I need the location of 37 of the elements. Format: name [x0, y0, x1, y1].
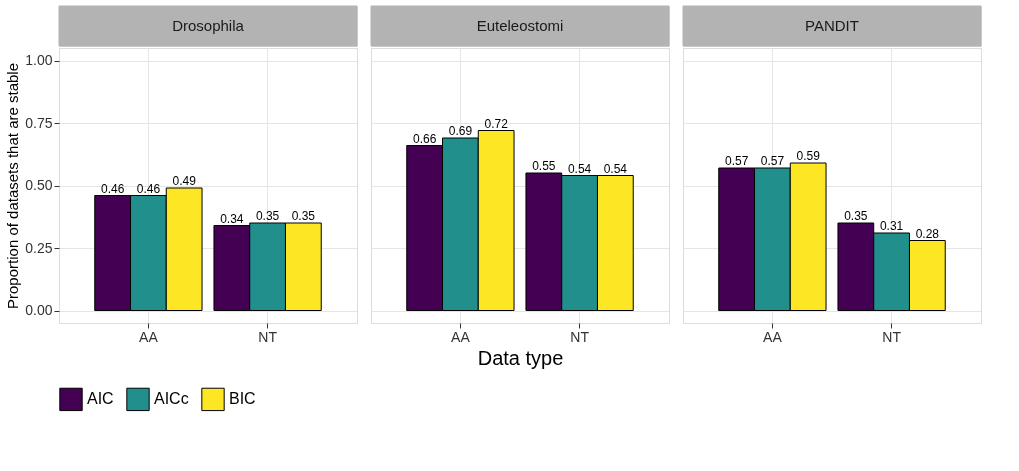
data-label: 0.46	[136, 181, 161, 196]
data-label: 0.57	[760, 154, 785, 168]
chart-title: Drosophila	[172, 17, 245, 34]
data-label: 0.31	[879, 219, 904, 233]
x-tick-label: AA	[451, 328, 471, 345]
legend-label: AIC	[87, 390, 114, 408]
legend-label: AICc	[154, 390, 189, 408]
x-tick-label: NT	[258, 328, 278, 345]
data-label: 0.46	[100, 181, 125, 196]
text: 0.75	[25, 114, 53, 131]
data-label: 0.34	[220, 211, 244, 226]
text: 1.00	[25, 52, 53, 68]
data-label: 0.57	[724, 154, 749, 168]
x-axis-title: Data type	[477, 346, 564, 369]
data-label: 0.66	[412, 131, 437, 146]
data-label: 0.35	[291, 209, 316, 223]
y-axis-title: Proportion of datasets that are stable	[4, 63, 22, 309]
chart-title: PANDIT	[805, 17, 859, 34]
data-label: 0.54	[603, 161, 628, 176]
legend-label: BIC	[229, 390, 256, 408]
text: 0.25	[25, 239, 53, 256]
data-label: 0.35	[844, 209, 868, 223]
data-label: 0.35	[255, 209, 280, 223]
x-tick-label: NT	[882, 328, 902, 345]
chart-title: Euteleostomi	[476, 17, 564, 34]
text: 0.00	[25, 302, 53, 318]
data-label: 0.72	[484, 116, 509, 131]
data-label: 0.49	[172, 174, 197, 188]
data-label: 0.55	[532, 159, 556, 173]
text: 0.50	[25, 177, 53, 193]
data-label: 0.28	[915, 226, 940, 241]
data-label: 0.59	[796, 149, 821, 163]
x-tick-label: AA	[763, 328, 783, 345]
x-tick-label: NT	[570, 328, 590, 345]
data-label: 0.54	[567, 161, 592, 176]
x-tick-label: AA	[139, 328, 159, 345]
data-label: 0.69	[448, 124, 473, 138]
